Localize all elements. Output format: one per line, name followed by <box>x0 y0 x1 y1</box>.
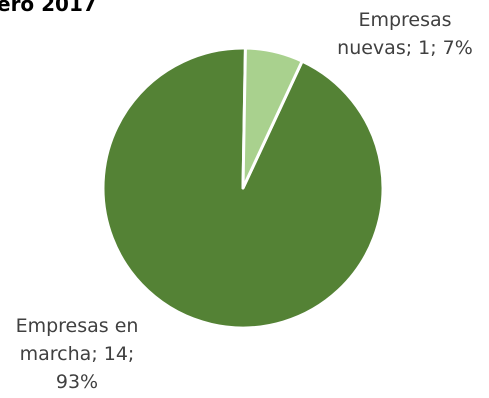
label-line: 93% <box>55 371 99 393</box>
slice-label-running-companies: Empresas en marcha; 14; 93% <box>2 312 152 396</box>
label-line: Empresas en <box>15 315 139 337</box>
label-line: marcha; 14; <box>19 343 135 365</box>
label-line: nuevas; 1; 7% <box>337 37 473 59</box>
slice-label-new-companies: Empresas nuevas; 1; 7% <box>330 6 480 62</box>
label-line: Empresas <box>358 9 452 31</box>
pie-slice-new-companies <box>241 46 304 190</box>
chart-title: ero 2017 <box>0 0 97 16</box>
